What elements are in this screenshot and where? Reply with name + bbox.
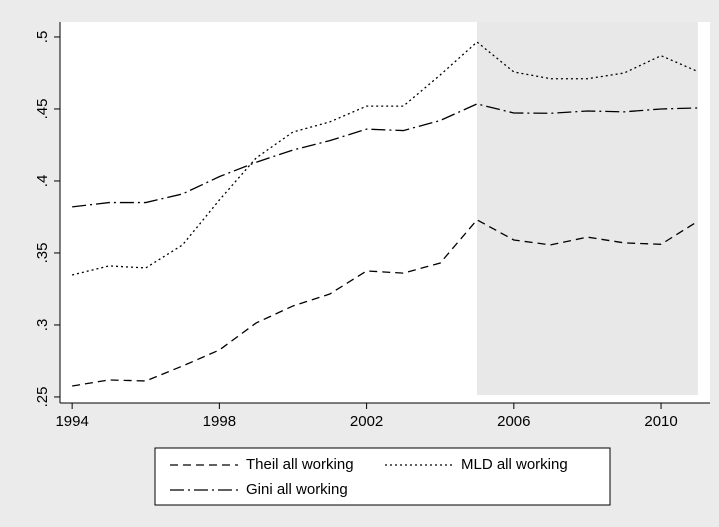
legend-label: Gini all working bbox=[246, 481, 348, 498]
y-tick-label: .5 bbox=[34, 31, 51, 44]
x-tick-label: 1994 bbox=[55, 413, 88, 430]
series-line bbox=[71, 41, 699, 276]
y-tick-label: .4 bbox=[34, 175, 51, 188]
shaded-band bbox=[477, 22, 698, 395]
series-line bbox=[72, 103, 698, 208]
y-tick-label: .35 bbox=[34, 243, 51, 264]
y-tick-label: .25 bbox=[34, 387, 51, 408]
x-tick-label: 1998 bbox=[203, 413, 236, 430]
x-tick-label: 2006 bbox=[497, 413, 530, 430]
legend-label: Theil all working bbox=[246, 456, 354, 473]
x-tick-label: 2002 bbox=[350, 413, 383, 430]
legend-label: MLD all working bbox=[461, 456, 568, 473]
series-line bbox=[72, 219, 699, 387]
y-tick-label: .45 bbox=[34, 99, 51, 120]
y-tick-label: .3 bbox=[34, 319, 51, 332]
legend-box bbox=[154, 447, 611, 506]
x-tick-label: 2010 bbox=[644, 413, 677, 430]
